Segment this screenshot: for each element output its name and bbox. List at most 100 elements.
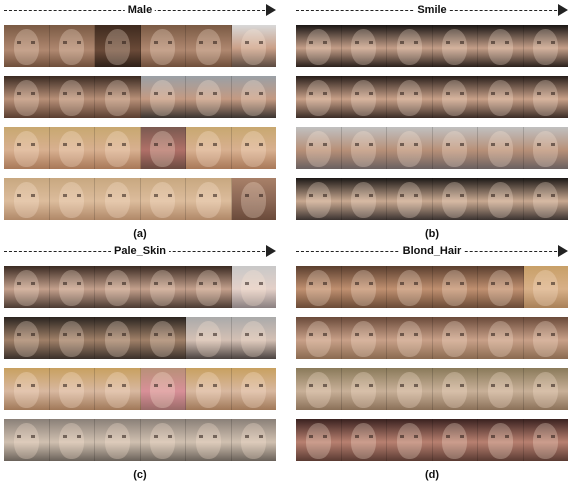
arrow-head-icon bbox=[266, 245, 276, 257]
face-image bbox=[523, 368, 568, 410]
face-image bbox=[432, 25, 478, 67]
face-image bbox=[296, 178, 342, 220]
face-image bbox=[432, 76, 478, 118]
face-image bbox=[95, 76, 141, 118]
panel-blond-hair: Blond_Hair (d) bbox=[296, 241, 568, 482]
attribute-arrow: Male bbox=[4, 0, 276, 22]
face-image bbox=[4, 419, 50, 461]
face-image bbox=[478, 178, 524, 220]
face-grid bbox=[296, 266, 568, 461]
face-row bbox=[4, 178, 276, 220]
face-image bbox=[186, 368, 232, 410]
face-image bbox=[523, 76, 568, 118]
face-image bbox=[140, 419, 186, 461]
face-image bbox=[478, 368, 524, 410]
face-image bbox=[140, 178, 186, 220]
face-image bbox=[341, 419, 387, 461]
face-image bbox=[387, 368, 433, 410]
face-image bbox=[231, 178, 276, 220]
face-row bbox=[4, 127, 276, 169]
face-image bbox=[432, 178, 478, 220]
face-image bbox=[523, 317, 568, 359]
face-image bbox=[296, 76, 342, 118]
arrow-head-icon bbox=[266, 4, 276, 16]
face-image bbox=[231, 317, 276, 359]
panel-caption: (c) bbox=[133, 469, 147, 481]
face-image bbox=[296, 127, 342, 169]
face-image bbox=[341, 266, 387, 308]
face-image bbox=[231, 76, 276, 118]
face-image bbox=[49, 178, 95, 220]
face-image bbox=[140, 317, 186, 359]
face-image bbox=[387, 25, 433, 67]
face-image bbox=[4, 266, 50, 308]
face-image bbox=[296, 368, 342, 410]
face-row bbox=[296, 317, 568, 359]
face-image bbox=[49, 419, 95, 461]
face-row bbox=[296, 127, 568, 169]
attribute-arrow: Pale_Skin bbox=[4, 241, 276, 263]
face-image bbox=[186, 25, 232, 67]
face-image bbox=[341, 25, 387, 67]
face-image bbox=[186, 127, 232, 169]
face-image bbox=[4, 25, 50, 67]
attribute-label: Smile bbox=[414, 2, 450, 18]
face-image bbox=[341, 317, 387, 359]
face-image bbox=[49, 25, 95, 67]
face-row bbox=[4, 25, 276, 67]
face-image bbox=[95, 266, 141, 308]
face-image bbox=[296, 266, 342, 308]
face-row bbox=[4, 317, 276, 359]
face-grid bbox=[4, 25, 276, 220]
attribute-label: Pale_Skin bbox=[111, 243, 169, 259]
face-image bbox=[523, 178, 568, 220]
face-image bbox=[523, 25, 568, 67]
face-row bbox=[296, 266, 568, 308]
panel-smile: Smile (b) bbox=[296, 0, 568, 241]
face-image bbox=[140, 25, 186, 67]
face-image bbox=[231, 368, 276, 410]
face-image bbox=[140, 368, 186, 410]
face-image bbox=[387, 76, 433, 118]
face-row bbox=[4, 368, 276, 410]
panel-caption: (b) bbox=[424, 228, 440, 240]
face-image bbox=[387, 419, 433, 461]
face-image bbox=[231, 25, 276, 67]
face-image bbox=[95, 317, 141, 359]
face-image bbox=[95, 178, 141, 220]
face-image bbox=[49, 317, 95, 359]
face-image bbox=[95, 127, 141, 169]
face-image bbox=[231, 127, 276, 169]
face-image bbox=[49, 76, 95, 118]
face-image bbox=[341, 368, 387, 410]
panel-male: Male (a) bbox=[4, 0, 276, 241]
panel-caption: (a) bbox=[133, 228, 147, 240]
face-image bbox=[478, 266, 524, 308]
face-row bbox=[296, 419, 568, 461]
attribute-arrow: Blond_Hair bbox=[296, 241, 568, 263]
face-image bbox=[49, 127, 95, 169]
face-image bbox=[387, 127, 433, 169]
arrow-head-icon bbox=[558, 245, 568, 257]
face-row bbox=[4, 419, 276, 461]
face-image bbox=[95, 419, 141, 461]
arrow-head-icon bbox=[558, 4, 568, 16]
face-row bbox=[4, 76, 276, 118]
face-row bbox=[296, 25, 568, 67]
face-image bbox=[49, 368, 95, 410]
face-image bbox=[387, 317, 433, 359]
face-image bbox=[4, 178, 50, 220]
face-image bbox=[523, 266, 568, 308]
face-image bbox=[341, 178, 387, 220]
face-image bbox=[186, 178, 232, 220]
face-image bbox=[140, 266, 186, 308]
face-image bbox=[296, 419, 342, 461]
face-image bbox=[478, 76, 524, 118]
face-row bbox=[4, 266, 276, 308]
face-image bbox=[140, 127, 186, 169]
face-image bbox=[432, 368, 478, 410]
face-row bbox=[296, 178, 568, 220]
face-image bbox=[186, 317, 232, 359]
face-image bbox=[49, 266, 95, 308]
panel-pale-skin: Pale_Skin (c) bbox=[4, 241, 276, 482]
